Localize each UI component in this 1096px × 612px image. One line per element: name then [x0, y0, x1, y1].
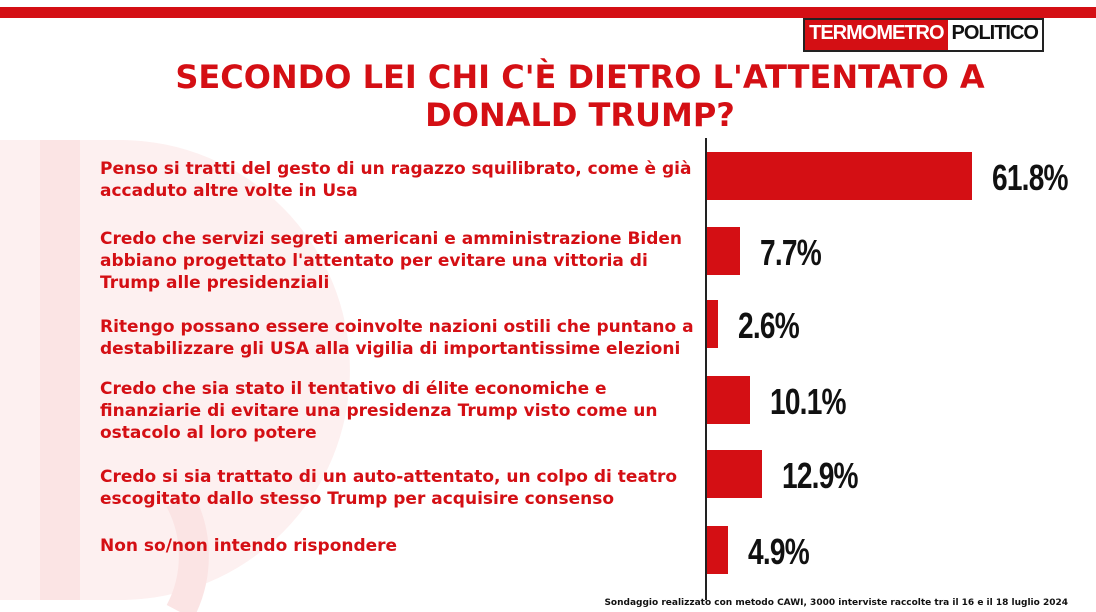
category-label: Non so/non intendo rispondere	[100, 536, 398, 556]
category-label: Penso si tratti del gesto di un ragazzo …	[100, 159, 692, 201]
brand-logo-part2: POLITICO	[947, 20, 1042, 50]
bar	[707, 227, 740, 275]
survey-footnote: Sondaggio realizzato con metodo CAWI, 30…	[604, 598, 1068, 608]
value-label: 2.6%	[738, 305, 800, 346]
bar	[707, 450, 762, 498]
category-label: Credo che servizi segreti americani e am…	[100, 229, 683, 293]
brand-logo-part1: TERMOMETRO	[805, 20, 948, 50]
value-label: 4.9%	[748, 531, 810, 572]
value-label: 10.1%	[770, 381, 847, 422]
top-accent-bar	[0, 7, 1096, 18]
y-axis-line	[705, 138, 707, 600]
category-label: Credo che sia stato il tentativo di élit…	[100, 379, 658, 443]
bar	[707, 376, 750, 424]
brand-logo: TERMOMETRO POLITICO	[803, 18, 1044, 52]
category-label: Credo si sia trattato di un auto-attenta…	[100, 467, 678, 509]
value-label: 61.8%	[992, 157, 1069, 198]
value-label: 7.7%	[760, 232, 822, 273]
bar	[707, 526, 728, 574]
bar	[707, 300, 718, 348]
chart-title: SECONDO LEI CHI C'È DIETRO L'ATTENTATO A…	[175, 58, 985, 134]
value-label: 12.9%	[782, 455, 859, 496]
bar	[707, 152, 972, 200]
category-label: Ritengo possano essere coinvolte nazioni…	[100, 317, 694, 359]
